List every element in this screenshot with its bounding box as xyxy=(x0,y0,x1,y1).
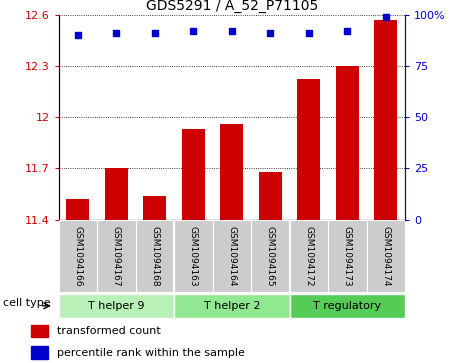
Bar xyxy=(66,199,89,220)
Title: GDS5291 / A_52_P71105: GDS5291 / A_52_P71105 xyxy=(146,0,318,13)
Point xyxy=(228,28,235,34)
Bar xyxy=(31,325,48,337)
Bar xyxy=(336,66,359,220)
Bar xyxy=(366,220,405,292)
Bar xyxy=(259,172,282,220)
Bar xyxy=(297,79,320,220)
Bar xyxy=(58,220,97,292)
Point xyxy=(267,30,274,36)
Text: GSM1094172: GSM1094172 xyxy=(304,226,313,286)
Bar xyxy=(289,294,405,318)
Text: GSM1094173: GSM1094173 xyxy=(343,225,352,286)
Bar xyxy=(174,220,212,292)
Bar xyxy=(374,20,397,220)
Text: GSM1094167: GSM1094167 xyxy=(112,225,121,286)
Text: transformed count: transformed count xyxy=(57,326,160,336)
Point xyxy=(189,28,197,34)
Text: cell type: cell type xyxy=(3,298,50,307)
Bar xyxy=(97,220,135,292)
Bar xyxy=(31,346,48,359)
Point xyxy=(112,30,120,36)
Point xyxy=(305,30,312,36)
Point xyxy=(74,32,81,38)
Bar xyxy=(58,294,174,318)
Text: T helper 9: T helper 9 xyxy=(88,301,144,311)
Text: GSM1094168: GSM1094168 xyxy=(150,225,159,286)
Point xyxy=(344,28,351,34)
Bar xyxy=(135,220,174,292)
Text: GSM1094165: GSM1094165 xyxy=(266,225,275,286)
Bar xyxy=(251,220,289,292)
Bar xyxy=(174,294,289,318)
Text: GSM1094163: GSM1094163 xyxy=(189,225,198,286)
Bar xyxy=(328,220,366,292)
Point xyxy=(382,14,389,20)
Text: T helper 2: T helper 2 xyxy=(203,301,260,311)
Text: percentile rank within the sample: percentile rank within the sample xyxy=(57,347,244,358)
Bar xyxy=(289,220,328,292)
Bar xyxy=(143,196,166,220)
Bar xyxy=(220,124,243,220)
Text: GSM1094174: GSM1094174 xyxy=(381,226,390,286)
Text: GSM1094164: GSM1094164 xyxy=(227,226,236,286)
Text: GSM1094166: GSM1094166 xyxy=(73,225,82,286)
Bar xyxy=(212,220,251,292)
Text: T regulatory: T regulatory xyxy=(313,301,381,311)
Point xyxy=(151,30,158,36)
Bar xyxy=(105,168,128,220)
Bar xyxy=(182,129,205,220)
